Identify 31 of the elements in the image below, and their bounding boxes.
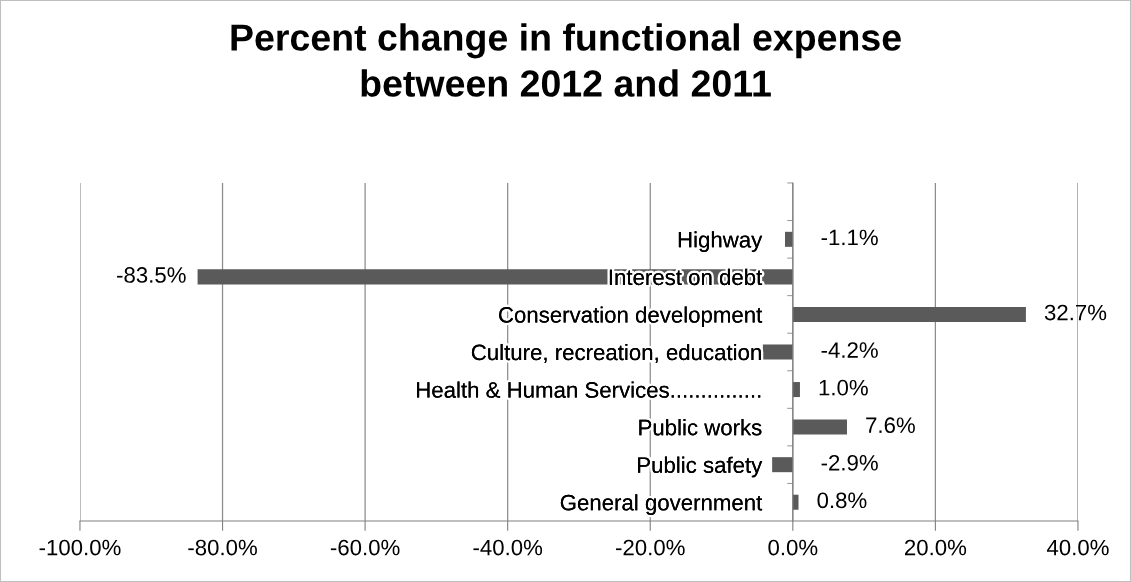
y-tick-label: Highway (678, 231, 763, 252)
y-tick-label: Culture, recreation, education (471, 343, 761, 363)
y-tick-label: Health & Human Services............... (417, 381, 761, 398)
bar (772, 457, 793, 473)
y-tick-label: Public safety (638, 456, 763, 478)
y-tick-label: Public works (639, 419, 762, 436)
y-tick-label: Conservation development (499, 306, 763, 328)
x-tick-label: -80.0% (188, 539, 257, 556)
x-tick-label: -100.0% (39, 539, 121, 556)
bar (792, 494, 799, 510)
y-tick-label: Interest on debt (609, 268, 763, 286)
x-tick-label: -40.0% (473, 539, 543, 556)
data-label: 1.0% (819, 379, 868, 396)
bar (792, 419, 847, 435)
x-tick-label: 0.0% (768, 539, 818, 556)
bar (762, 344, 793, 360)
data-label: -2.9% (821, 454, 878, 471)
data-label: 7.6% (866, 417, 915, 434)
x-tick-label: 40.0% (1046, 539, 1109, 556)
bar (792, 306, 1026, 322)
x-tick-label: 20.0% (905, 539, 967, 556)
data-label: -4.2% (821, 342, 878, 358)
x-tick-label: -20.0% (616, 539, 685, 556)
x-tick-label: -60.0% (330, 539, 400, 556)
y-tick-label: General government (560, 494, 763, 515)
data-label: -83.5% (117, 267, 186, 283)
bar (792, 382, 800, 398)
data-label: 0.8% (817, 492, 867, 509)
data-label: 32.7% (1044, 304, 1107, 321)
data-label: -1.1% (821, 229, 878, 246)
chart-title: Percent change in functional expense between 2012 and 2011 (231, 23, 901, 97)
